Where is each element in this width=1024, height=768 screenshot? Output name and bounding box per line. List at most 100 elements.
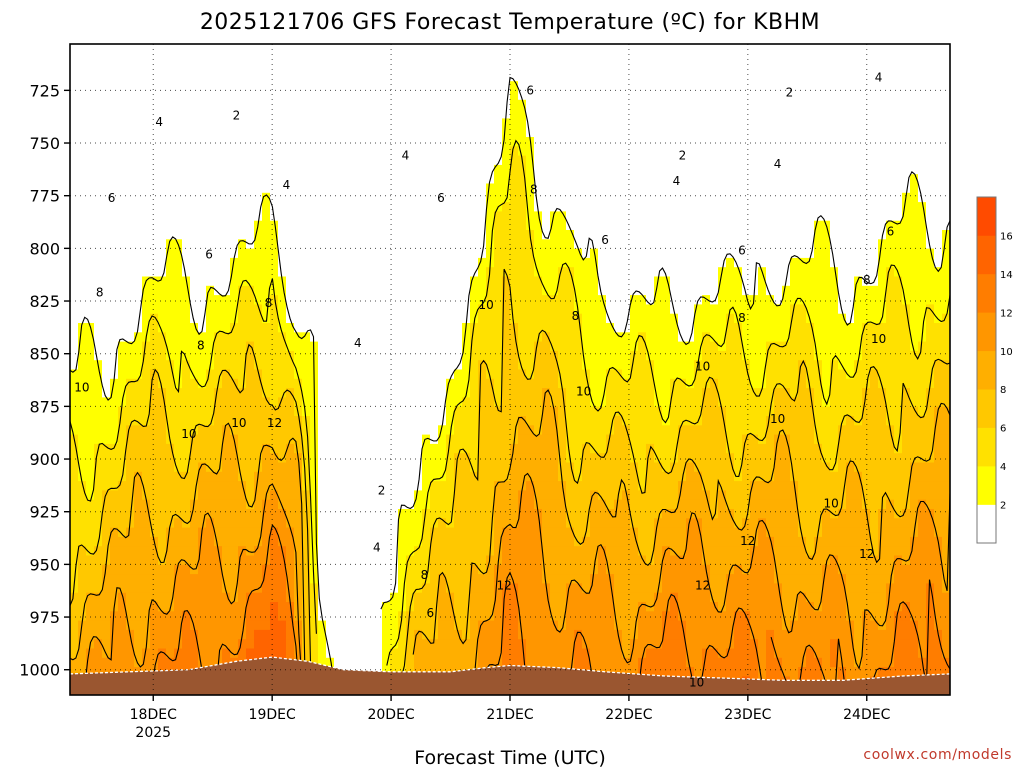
field-cell	[358, 164, 367, 175]
field-cell	[246, 62, 255, 73]
field-cell	[278, 146, 287, 157]
field-cell	[94, 341, 103, 352]
field-cell	[294, 378, 303, 389]
field-cell	[270, 239, 279, 250]
field-cell	[150, 109, 159, 119]
field-cell	[558, 304, 567, 315]
field-cell	[86, 564, 95, 575]
field-cell	[486, 53, 495, 64]
field-cell	[510, 611, 519, 622]
field-cell	[326, 323, 335, 333]
field-cell	[78, 211, 87, 222]
field-cell	[462, 453, 471, 464]
field-cell	[134, 341, 143, 352]
field-cell	[262, 90, 271, 101]
field-cell	[518, 267, 527, 278]
field-cell	[246, 99, 255, 110]
field-cell	[430, 546, 439, 557]
field-cell	[214, 425, 223, 436]
field-cell	[358, 81, 367, 92]
field-cell	[110, 360, 119, 371]
field-cell	[606, 304, 615, 315]
field-cell	[406, 527, 415, 538]
field-cell	[414, 360, 423, 371]
field-cell	[630, 332, 639, 343]
field-cell	[622, 53, 631, 64]
field-cell	[374, 462, 383, 473]
field-cell	[526, 44, 535, 54]
field-cell	[414, 220, 423, 231]
field-cell	[318, 248, 327, 259]
field-cell	[350, 295, 359, 305]
field-cell	[310, 137, 319, 147]
field-cell	[350, 313, 359, 324]
field-cell	[550, 257, 559, 268]
field-cell	[414, 81, 423, 92]
field-cell	[198, 99, 207, 110]
field-cell	[606, 611, 615, 622]
field-cell	[382, 137, 391, 147]
field-cell	[134, 592, 143, 603]
field-cell	[406, 211, 415, 222]
field-cell	[254, 183, 263, 194]
field-cell	[118, 257, 127, 268]
field-cell	[438, 155, 447, 166]
field-cell	[310, 81, 319, 92]
field-cell	[502, 527, 511, 538]
field-cell	[182, 369, 191, 380]
field-cell	[630, 137, 639, 147]
field-cell	[590, 360, 599, 371]
field-cell	[246, 192, 255, 203]
field-cell	[422, 564, 431, 575]
field-cell	[150, 611, 159, 622]
field-cell	[398, 118, 407, 129]
field-cell	[478, 164, 487, 175]
field-cell	[494, 267, 503, 278]
field-cell	[78, 295, 87, 305]
field-cell	[622, 127, 631, 138]
field-cell	[310, 499, 319, 510]
field-cell	[78, 257, 87, 268]
field-cell	[230, 602, 239, 612]
field-cell	[438, 304, 447, 315]
field-cell	[590, 276, 599, 287]
field-cell	[518, 443, 527, 454]
field-cell	[78, 425, 87, 436]
field-cell	[254, 323, 263, 333]
field-cell	[406, 481, 415, 491]
field-cell	[486, 657, 495, 668]
field-cell	[614, 341, 623, 352]
field-cell	[238, 406, 247, 417]
field-cell	[174, 174, 183, 185]
field-cell	[134, 620, 143, 631]
field-cell	[110, 248, 119, 259]
field-cell	[190, 527, 199, 538]
field-cell	[566, 629, 575, 640]
field-cell	[454, 127, 463, 138]
field-cell	[238, 202, 247, 212]
field-cell	[334, 90, 343, 101]
field-cell	[534, 220, 543, 231]
field-cell	[574, 118, 583, 129]
field-cell	[102, 629, 111, 640]
field-cell	[590, 183, 599, 194]
field-cell	[454, 304, 463, 315]
field-cell	[502, 127, 511, 138]
field-cell	[430, 99, 439, 110]
field-cell	[622, 174, 631, 185]
field-cell	[230, 155, 239, 166]
field-cell	[278, 239, 287, 250]
field-cell	[614, 192, 623, 203]
field-cell	[614, 71, 623, 82]
field-cell	[486, 313, 495, 324]
field-cell	[534, 183, 543, 194]
field-cell	[214, 276, 223, 287]
field-cell	[222, 574, 231, 584]
field-cell	[454, 509, 463, 519]
field-cell	[606, 90, 615, 101]
field-cell	[550, 62, 559, 73]
field-cell	[198, 397, 207, 408]
field-cell	[262, 99, 271, 110]
field-cell	[286, 434, 295, 445]
field-cell	[246, 490, 255, 501]
